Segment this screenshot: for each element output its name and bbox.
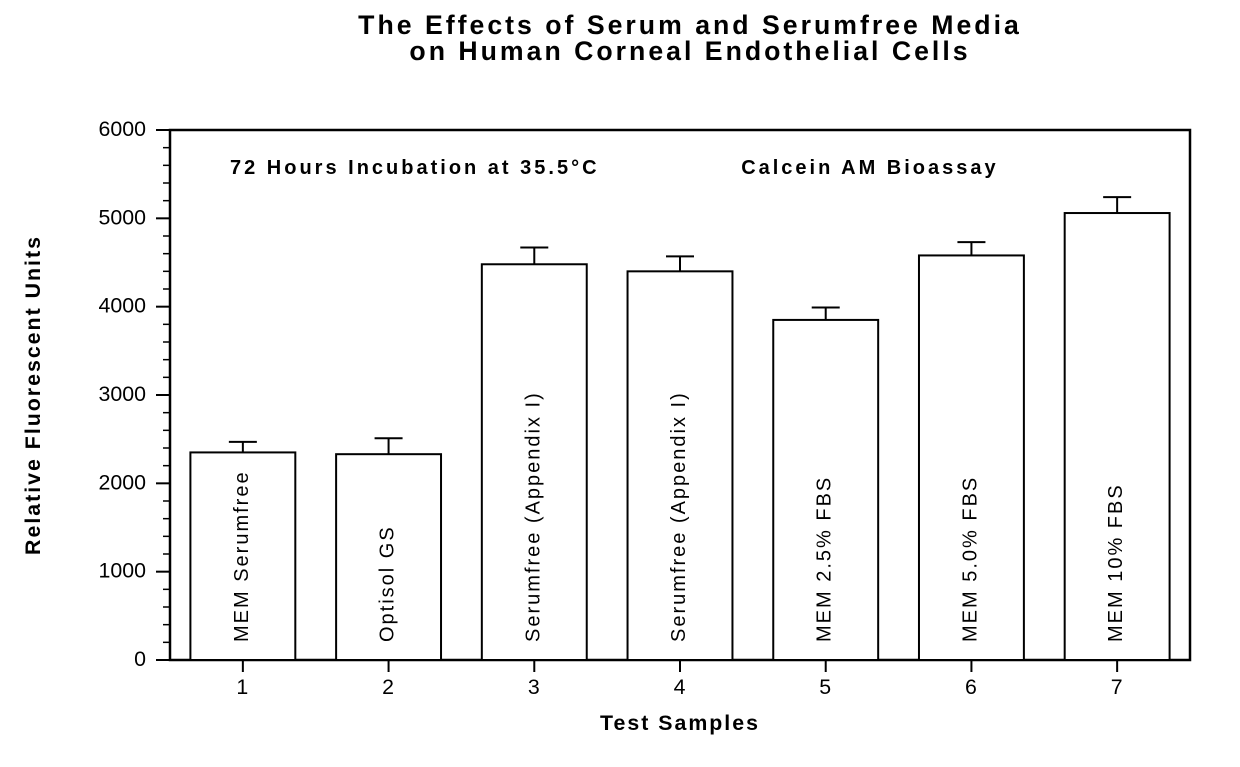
svg-text:4000: 4000 bbox=[99, 294, 147, 318]
svg-text:6000: 6000 bbox=[99, 117, 147, 141]
svg-text:4: 4 bbox=[674, 675, 687, 699]
svg-text:2000: 2000 bbox=[99, 470, 147, 494]
svg-text:1000: 1000 bbox=[99, 559, 147, 583]
chart-subtitle-right: Calcein AM Bioassay bbox=[741, 157, 998, 179]
y-axis-label: Relative Fluorescent Units bbox=[21, 235, 45, 555]
chart-title-line2: on Human Corneal Endothelial Cells bbox=[409, 36, 970, 66]
bar-label-2: Optisol GS bbox=[377, 525, 399, 642]
svg-text:6: 6 bbox=[965, 675, 978, 699]
svg-text:7: 7 bbox=[1111, 675, 1124, 699]
svg-text:2: 2 bbox=[382, 675, 395, 699]
svg-text:5000: 5000 bbox=[99, 205, 147, 229]
bar-label-6: MEM 5.0% FBS bbox=[959, 476, 981, 642]
chart-subtitle-left: 72 Hours Incubation at 35.5°C bbox=[230, 157, 600, 179]
svg-text:0: 0 bbox=[134, 647, 146, 671]
svg-text:3: 3 bbox=[528, 675, 541, 699]
bar-label-5: MEM 2.5% FBS bbox=[814, 476, 836, 642]
chart-container: 0 1000 2000 3000 4000 5000 6000 1 2 3 4 5 6 7 MEM Seru… bbox=[0, 0, 1240, 767]
bar-label-1: MEM Serumfree bbox=[231, 470, 253, 642]
x-axis-label: Test Samples bbox=[600, 711, 760, 735]
bar-label-3: Serumfree (Appendix I) bbox=[522, 391, 544, 642]
bar-chart: 0 1000 2000 3000 4000 5000 6000 1 2 3 4 5 6 7 MEM Seru… bbox=[0, 0, 1240, 767]
svg-text:5: 5 bbox=[819, 675, 832, 699]
svg-text:1: 1 bbox=[236, 675, 249, 699]
bar-label-4: Serumfree (Appendix I) bbox=[668, 391, 690, 642]
bar-label-7: MEM 10% FBS bbox=[1105, 483, 1127, 642]
svg-text:3000: 3000 bbox=[99, 382, 147, 406]
